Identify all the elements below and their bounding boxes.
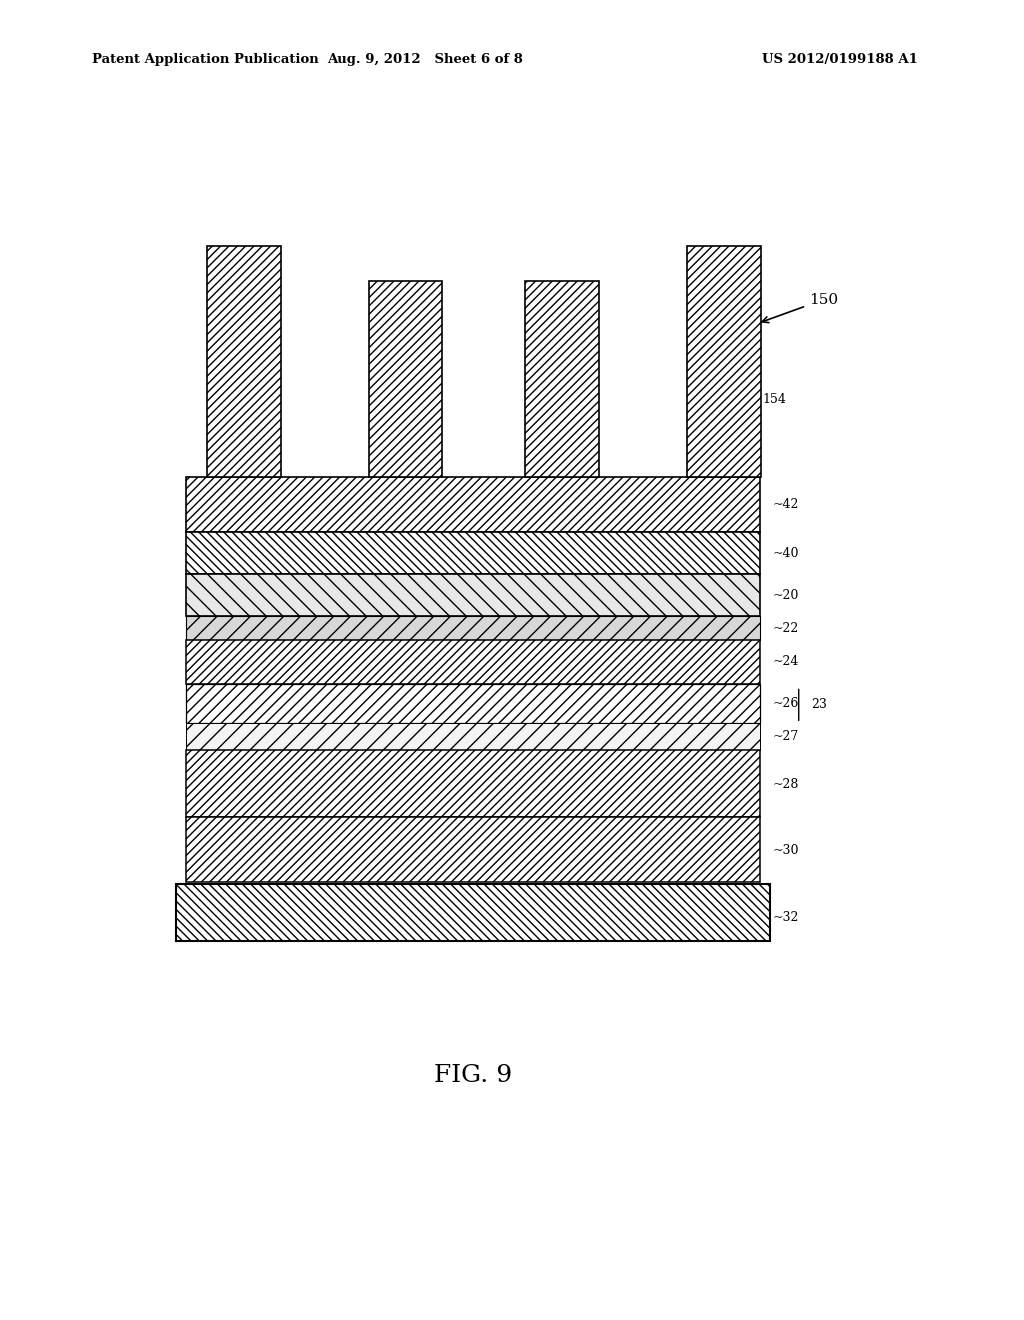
Text: ~20: ~20	[773, 589, 800, 602]
Text: 23: 23	[811, 698, 827, 711]
Text: US 2012/0199188 A1: US 2012/0199188 A1	[762, 53, 918, 66]
Text: ~27: ~27	[773, 730, 800, 743]
Text: Aug. 9, 2012   Sheet 6 of 8: Aug. 9, 2012 Sheet 6 of 8	[327, 53, 523, 66]
Text: ~24: ~24	[773, 655, 800, 668]
Text: ~40: ~40	[773, 546, 800, 560]
Text: ~42: ~42	[773, 498, 800, 511]
Bar	[176, 884, 770, 941]
Text: ~26: ~26	[773, 697, 800, 710]
Text: ~32: ~32	[773, 911, 800, 924]
Bar	[186, 477, 760, 532]
Bar	[186, 684, 760, 723]
Bar	[186, 817, 760, 882]
Text: FIG. 9: FIG. 9	[434, 1064, 512, 1088]
Bar	[369, 281, 442, 477]
Bar	[186, 750, 760, 817]
Bar	[525, 281, 599, 477]
Bar	[687, 246, 761, 477]
Bar	[186, 723, 760, 750]
Bar	[186, 532, 760, 574]
Text: ~28: ~28	[773, 777, 800, 791]
Text: 150: 150	[762, 293, 838, 322]
Text: 154: 154	[763, 392, 786, 405]
Text: Patent Application Publication: Patent Application Publication	[92, 53, 318, 66]
Bar	[186, 574, 760, 616]
Bar	[207, 246, 281, 477]
Bar	[186, 616, 760, 640]
Text: ~22: ~22	[773, 622, 800, 635]
Text: 154: 154	[410, 392, 433, 405]
Bar	[186, 640, 760, 684]
Text: ~30: ~30	[773, 843, 800, 857]
